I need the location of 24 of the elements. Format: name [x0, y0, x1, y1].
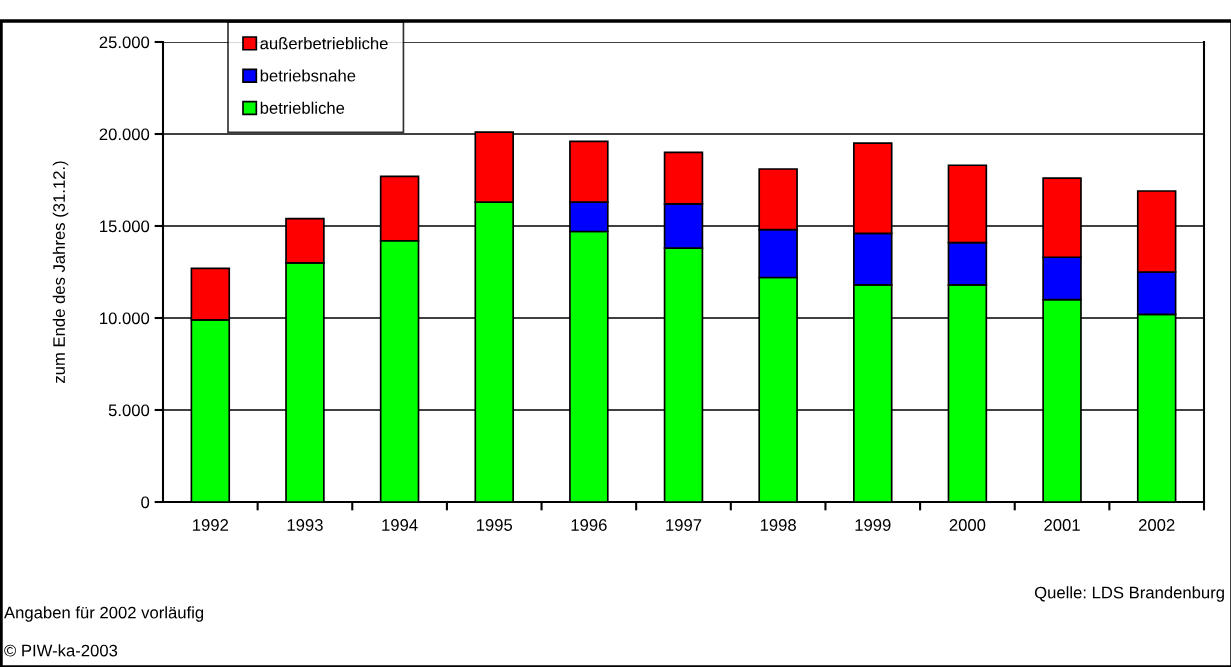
x-tick-label: 1997 — [666, 519, 702, 531]
legend-label: betriebsnahe — [260, 69, 356, 82]
y-tick-label: 0 — [141, 496, 150, 509]
x-tick-label: 1998 — [760, 519, 796, 531]
legend-label: betriebliche — [260, 101, 345, 114]
x-tick-label: 1999 — [855, 519, 891, 531]
text: © PIW-ka-2003 — [4, 644, 118, 657]
x-tick-label: 2002 — [1138, 519, 1175, 531]
x-tick-label: 1994 — [382, 519, 418, 531]
y-tick-label: 15.000 — [100, 220, 150, 233]
x-tick-label: 1993 — [287, 519, 323, 531]
y-tick-label: 25.000 — [99, 36, 150, 49]
x-tick-label: 2001 — [1044, 519, 1080, 531]
y-tick-label: 10.000 — [100, 312, 150, 325]
x-tick-label: 1992 — [193, 519, 229, 531]
text: Angaben für 2002 vorläufig — [4, 606, 204, 622]
y-axis-title: zum Ende des Jahres (31.12.) — [52, 161, 69, 383]
y-tick-label: 5.000 — [108, 404, 150, 417]
legend-label: außerbetriebliche — [260, 37, 388, 50]
x-tick-label: 1996 — [571, 519, 607, 531]
y-tick-label: 20.000 — [99, 128, 150, 141]
x-tick-label: 1995 — [476, 519, 513, 531]
x-tick-label: 2000 — [949, 519, 986, 531]
source-note: Quelle: LDS Brandenburg — [1034, 586, 1224, 602]
